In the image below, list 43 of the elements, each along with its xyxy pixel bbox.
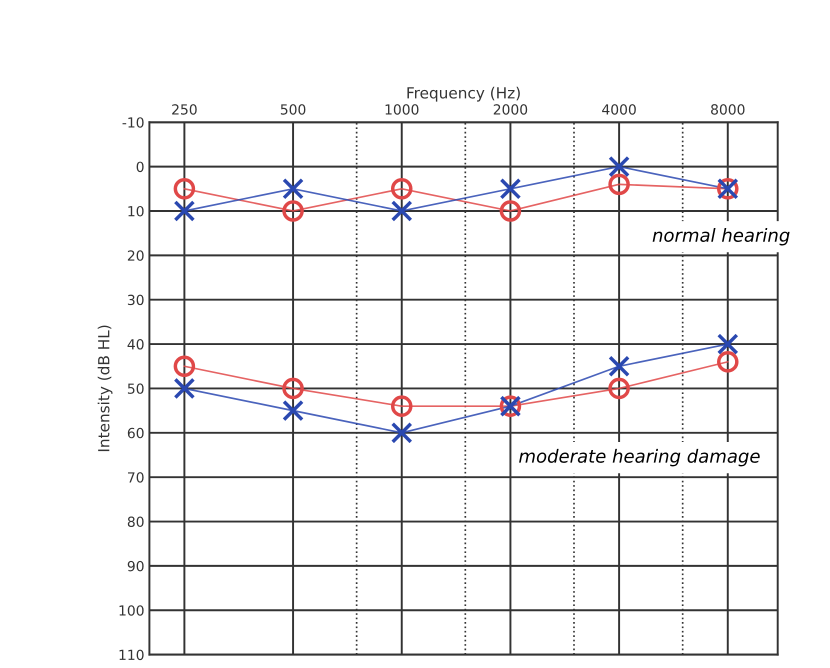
y-tick-label: 80 [128, 516, 144, 528]
point [608, 355, 630, 378]
y-tick-label: 30 [128, 294, 144, 306]
point [608, 378, 630, 400]
y-tick-label: 90 [128, 560, 144, 572]
point [717, 333, 739, 355]
y-axis-title: Intensity (dB HL) [98, 326, 112, 452]
y-tick-label: 70 [128, 472, 144, 483]
point [608, 174, 630, 196]
x-tick-label: 8000 [711, 104, 745, 115]
y-tick-label: 0 [136, 162, 144, 172]
point [390, 178, 413, 200]
x-tick-label: 4000 [602, 104, 636, 115]
point [174, 178, 196, 200]
point [174, 378, 196, 400]
x-tick-label: 250 [172, 104, 197, 115]
x-axis-title: Frequency (Hz) [407, 86, 520, 102]
y-tick-label: 100 [120, 605, 144, 616]
y-tick-label: 50 [128, 383, 144, 394]
x-tick-label: 1000 [386, 104, 418, 115]
point [174, 200, 196, 222]
point [390, 200, 413, 222]
point [608, 156, 630, 178]
point [390, 395, 413, 417]
y-tick-label: -10 [122, 117, 144, 128]
point [390, 422, 413, 444]
y-tick-label: 60 [128, 428, 144, 438]
point [717, 351, 739, 373]
point [500, 200, 522, 222]
point [282, 178, 304, 200]
point [282, 378, 304, 400]
point [174, 355, 196, 378]
y-tick-label: 20 [128, 250, 144, 261]
annotation: normal hearing [652, 228, 790, 246]
x-tick-label: 500 [280, 104, 306, 115]
y-tick-label: 10 [128, 206, 144, 216]
point [500, 178, 522, 200]
annotation: moderate hearing damage [519, 448, 760, 466]
point [282, 400, 304, 422]
point [282, 200, 304, 222]
x-tick-label: 2000 [494, 104, 528, 115]
y-tick-label: 110 [120, 650, 144, 660]
y-tick-label: 40 [128, 339, 144, 350]
